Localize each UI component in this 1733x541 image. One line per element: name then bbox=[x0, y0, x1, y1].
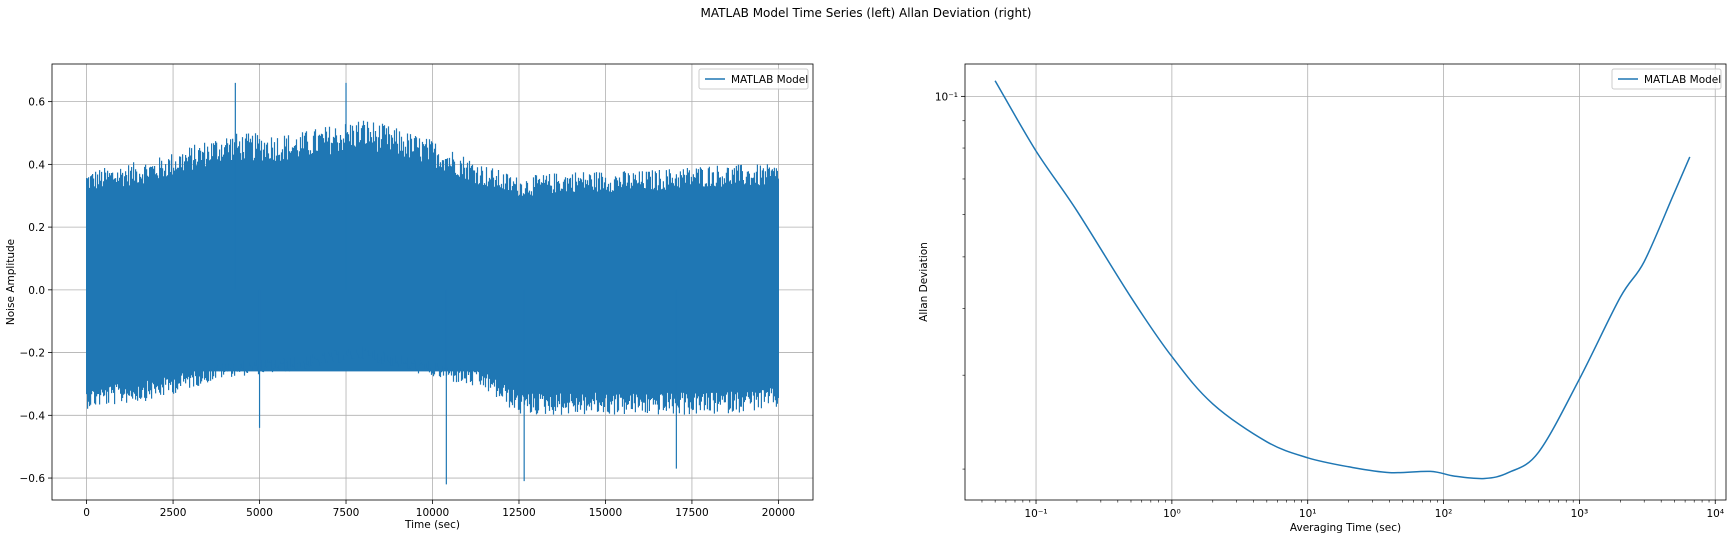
left-y-tick-label: 0.4 bbox=[28, 159, 45, 171]
right-x-tick-label: 10¹ bbox=[1299, 508, 1317, 520]
left-x-tick-label: 12500 bbox=[502, 507, 535, 519]
right-grid bbox=[965, 64, 1726, 500]
left-legend: MATLAB Model bbox=[698, 68, 809, 90]
right-x-axis-label: Averaging Time (sec) bbox=[1290, 522, 1401, 534]
left-legend-label: MATLAB Model bbox=[731, 74, 808, 86]
left-x-tick-label: 5000 bbox=[246, 507, 273, 519]
left-legend-box bbox=[698, 68, 809, 90]
right-x-tick-label: 10⁻¹ bbox=[1024, 508, 1047, 520]
left-x-ticks: 0 2500 5000 7500 10000 12500 15000 17500 20000 bbox=[83, 500, 795, 519]
left-x-tick-label: 20000 bbox=[762, 507, 795, 519]
right-x-tick-label: 10² bbox=[1435, 508, 1453, 520]
right-legend-box bbox=[1611, 68, 1722, 90]
right-x-tick-label: 10⁰ bbox=[1163, 508, 1181, 520]
right-y-ticks: 10⁻¹ bbox=[935, 91, 965, 470]
right-y-axis-label: Allan Deviation bbox=[918, 242, 930, 322]
left-x-tick-label: 15000 bbox=[589, 507, 622, 519]
right-axes-frame bbox=[964, 63, 1727, 501]
left-x-tick-label: 7500 bbox=[333, 507, 360, 519]
allan-deviation-line bbox=[994, 80, 1691, 480]
left-x-axis-label: Time (sec) bbox=[404, 519, 460, 531]
left-x-tick-label: 10000 bbox=[416, 507, 449, 519]
left-y-axis-label: Noise Amplitude bbox=[5, 239, 17, 325]
left-x-tick-label: 0 bbox=[83, 507, 90, 519]
left-y-ticks: −0.6 −0.4 −0.2 0.0 0.2 0.4 0.6 bbox=[20, 97, 52, 485]
allan-deviation-plot: 10⁻¹ 10⁰ 10¹ 10² 10³ 10⁴ 10⁻¹ Averaging Time … bbox=[918, 63, 1727, 534]
left-x-tick-label: 17500 bbox=[675, 507, 708, 519]
left-x-tick-label: 2500 bbox=[160, 507, 187, 519]
left-y-tick-label: 0.2 bbox=[28, 222, 45, 234]
right-x-tick-label: 10³ bbox=[1571, 508, 1589, 520]
noise-trace bbox=[86, 120, 779, 415]
right-y-tick-label: 10⁻¹ bbox=[935, 91, 958, 103]
right-legend: MATLAB Model bbox=[1611, 68, 1722, 90]
left-y-tick-label: −0.2 bbox=[20, 348, 46, 360]
right-legend-label: MATLAB Model bbox=[1644, 74, 1721, 86]
time-series-noise-line bbox=[86, 82, 779, 485]
left-y-tick-label: −0.4 bbox=[20, 410, 46, 422]
right-x-ticks: 10⁻¹ 10⁰ 10¹ 10² 10³ 10⁴ bbox=[981, 500, 1724, 520]
left-y-tick-label: 0.0 bbox=[28, 285, 45, 297]
time-series-plot: 0 2500 5000 7500 10000 12500 15000 17500 20000 −… bbox=[5, 63, 814, 531]
left-y-tick-label: 0.6 bbox=[28, 97, 45, 109]
right-x-tick-label: 10⁴ bbox=[1706, 508, 1724, 520]
left-y-tick-label: −0.6 bbox=[20, 473, 46, 485]
figure-title: MATLAB Model Time Series (left) Allan De… bbox=[701, 6, 1032, 20]
